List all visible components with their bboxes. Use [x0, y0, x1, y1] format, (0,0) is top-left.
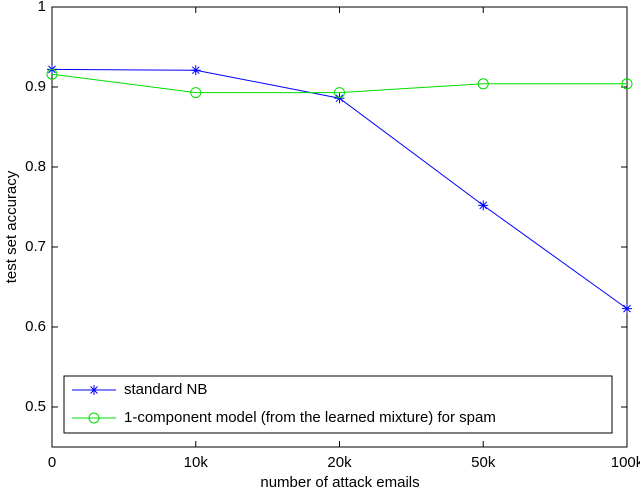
legend-marker	[88, 412, 100, 424]
y-axis-label: test set accuracy	[3, 170, 20, 283]
legend: standard NB 1-component model (from the l…	[63, 375, 613, 434]
legend-label: standard NB	[124, 381, 207, 398]
y-tick-label: 0.9	[25, 78, 46, 95]
marker	[190, 65, 201, 76]
y-tick-label: 0.8	[25, 158, 46, 175]
marker	[477, 78, 489, 90]
y-tick-label: 0.5	[25, 398, 46, 415]
marker	[621, 78, 633, 90]
y-tick-label: 1	[38, 0, 46, 15]
legend-box	[63, 375, 613, 434]
x-tick-label: 0	[48, 454, 56, 471]
marker	[190, 87, 202, 99]
marker	[46, 68, 58, 80]
marker	[478, 200, 489, 211]
legend-marker	[89, 385, 99, 395]
marker	[334, 87, 345, 99]
series-line	[51, 73, 627, 94]
legend-label: 1-component model (from the learned mixt…	[124, 409, 496, 426]
x-tick-label: 100k	[611, 454, 640, 471]
x-tick-label: 20k	[327, 454, 352, 471]
plot-frame	[51, 6, 628, 448]
y-tick-label: 0.7	[25, 238, 46, 255]
marker	[334, 93, 345, 104]
y-tick-label: 0.6	[25, 318, 46, 335]
x-tick-label: 10k	[184, 454, 209, 471]
marker	[622, 303, 632, 314]
x-tick-label: 50k	[471, 454, 496, 471]
x-axis-label: number of attack emails	[260, 474, 419, 491]
